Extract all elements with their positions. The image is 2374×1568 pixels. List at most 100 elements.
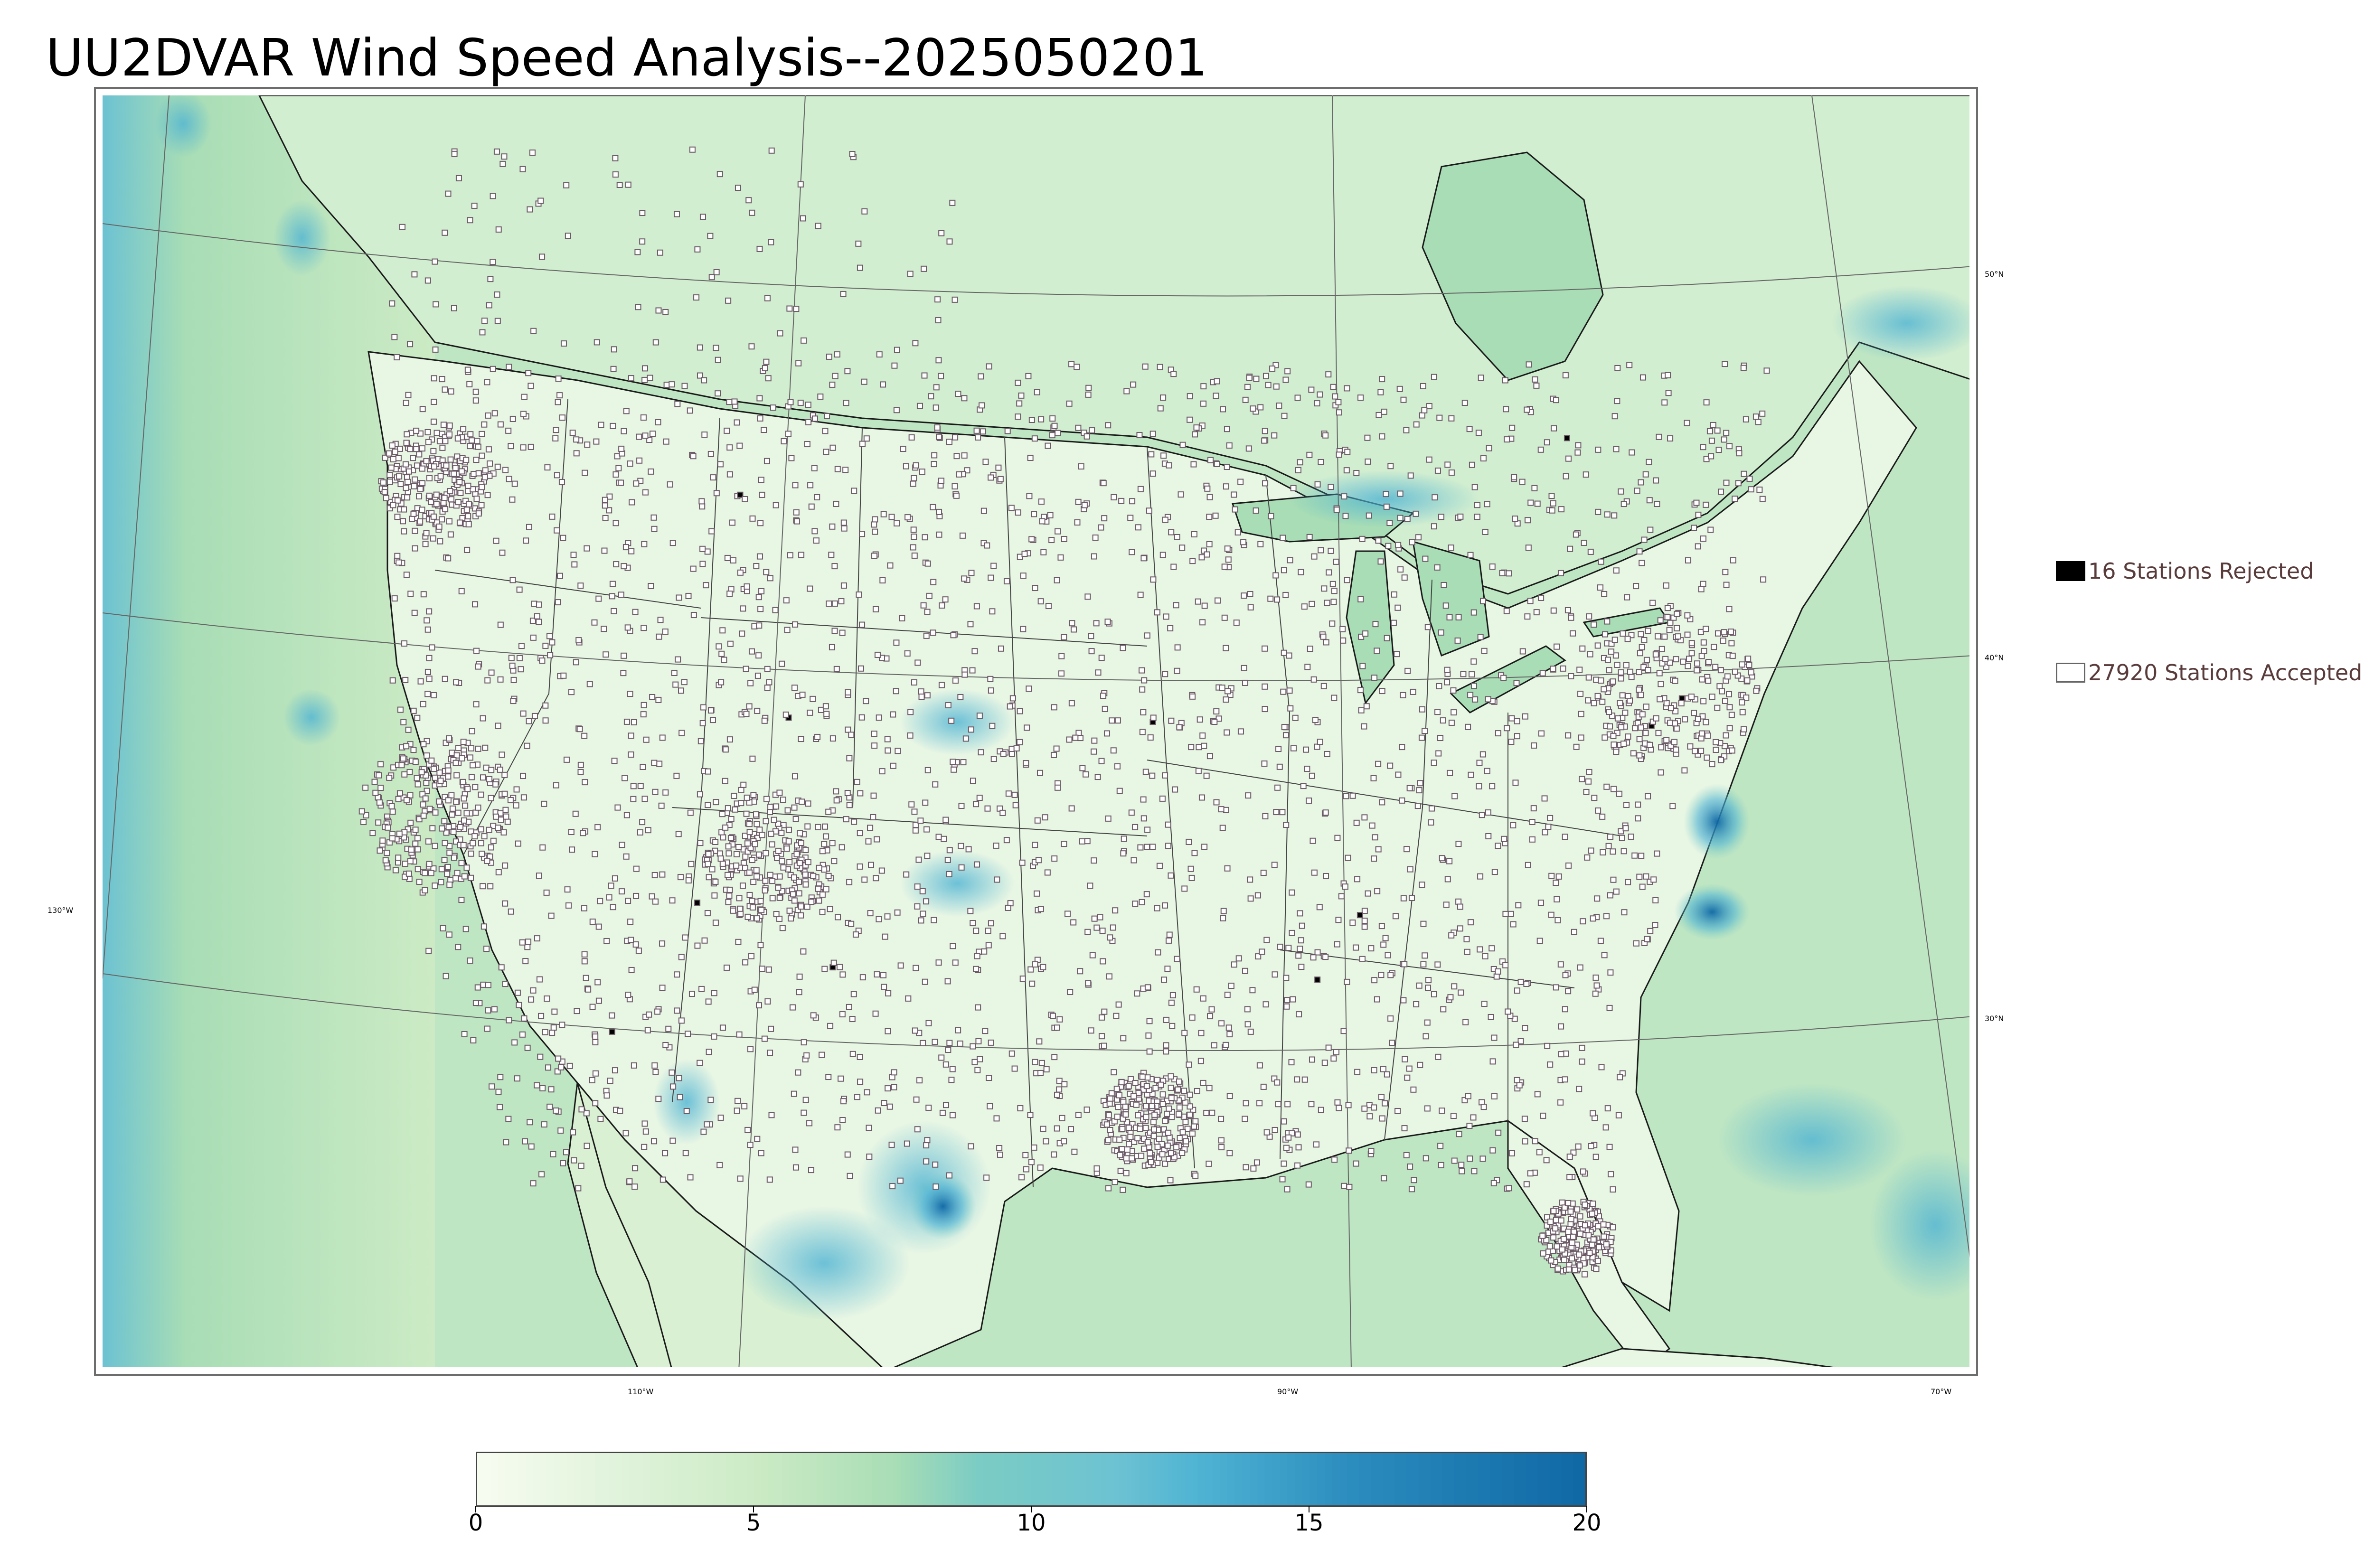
station-accepted [722,746,729,753]
station-accepted [938,478,945,484]
station-accepted [452,760,459,766]
station-accepted [1451,709,1457,716]
station-accepted [1192,431,1198,438]
station-accepted [1559,1246,1565,1253]
station-accepted [417,486,424,492]
station-accepted [975,434,981,441]
station-accepted [1582,1202,1588,1208]
station-accepted [1057,554,1064,561]
station-accepted [1320,633,1327,640]
colorbar-segment [505,1453,512,1505]
station-accepted [908,801,915,808]
station-accepted [838,598,845,605]
station-accepted [938,682,945,688]
station-accepted [612,875,618,882]
station-accepted [555,376,562,382]
station-accepted [1455,614,1462,620]
station-accepted [713,345,719,351]
station-accepted [392,448,398,455]
station-accepted [961,452,968,459]
station-accepted [1418,734,1425,741]
station-accepted [630,796,637,802]
station-accepted [772,607,779,613]
station-accepted [1189,1014,1196,1021]
station-accepted [422,541,429,547]
station-accepted [888,514,895,520]
station-accepted [1079,765,1086,771]
station-accepted [1333,558,1339,565]
station-accepted [1189,693,1196,700]
station-accepted [1732,496,1738,502]
station-accepted [1514,733,1521,740]
station-accepted [1708,437,1715,444]
station-accepted [698,498,705,505]
station-accepted [620,670,627,676]
station-accepted [1573,743,1580,750]
station-accepted [1374,996,1380,1003]
station-accepted [471,833,478,840]
station-accepted [1506,570,1512,577]
station-accepted [1446,858,1453,864]
colorbar-segment [1302,1453,1310,1505]
station-accepted [401,640,408,647]
station-accepted [822,428,829,434]
station-accepted [1286,652,1292,659]
station-accepted [1017,708,1023,714]
station-accepted [1359,535,1366,542]
station-accepted [1272,362,1279,368]
station-accepted [1699,676,1705,683]
station-accepted [850,991,857,997]
station-accepted [1726,606,1733,612]
station-accepted [431,398,437,405]
station-accepted [1281,649,1287,656]
station-accepted [592,1070,599,1077]
station-accepted [948,717,955,724]
station-accepted [1071,1148,1078,1155]
station-accepted [1365,890,1371,897]
station-accepted [1602,631,1609,638]
station-accepted [1539,1232,1546,1239]
station-accepted [488,669,495,676]
wind-speed-field[interactable] [103,95,1969,1367]
station-accepted [1262,645,1268,652]
station-accepted [739,883,746,889]
station-accepted [968,570,975,576]
station-accepted [626,1178,633,1185]
station-accepted [1070,919,1077,926]
station-accepted [827,1023,834,1029]
station-accepted [403,743,410,750]
station-accepted [1387,762,1394,769]
station-accepted [1372,834,1378,841]
station-accepted [1467,1155,1473,1162]
station-accepted [1514,718,1520,724]
station-accepted [641,796,648,802]
station-accepted [1199,619,1206,626]
station-accepted [390,502,396,508]
station-accepted [1456,1131,1462,1137]
station-accepted [1437,735,1444,742]
station-accepted [475,470,482,477]
station-accepted [1059,1115,1065,1121]
station-accepted [1193,986,1200,993]
station-accepted [594,824,601,831]
station-accepted [748,953,755,959]
station-accepted [412,826,419,833]
station-accepted [899,615,905,621]
station-accepted [1642,730,1649,736]
station-accepted [1215,597,1221,604]
station-accepted [423,530,430,536]
station-accepted [871,731,877,737]
station-accepted [1187,1091,1193,1098]
station-accepted [857,830,863,836]
station-accepted [394,354,400,361]
station-accepted [811,465,818,471]
station-accepted [716,171,723,178]
station-accepted [447,456,454,463]
station-accepted [652,789,659,795]
station-accepted [606,507,612,514]
station-accepted [719,627,726,634]
station-accepted [1029,980,1036,987]
station-accepted [838,1075,844,1082]
station-accepted [529,149,536,156]
station-accepted [441,495,448,501]
